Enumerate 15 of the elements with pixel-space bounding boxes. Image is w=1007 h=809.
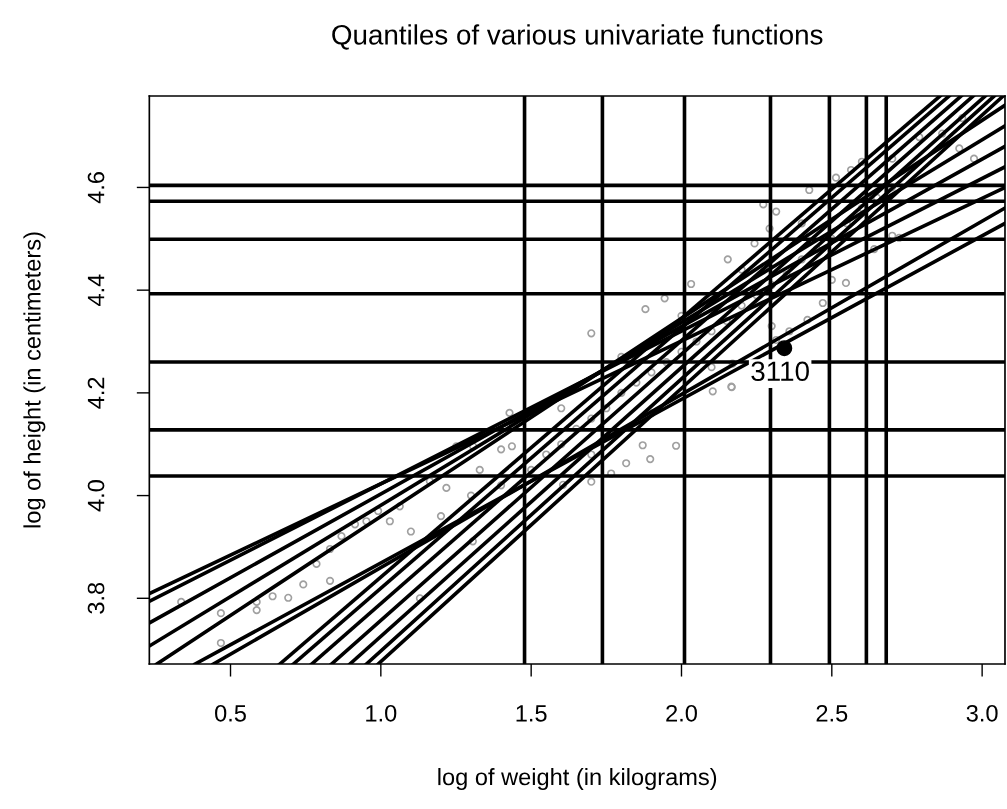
x-tick-label: 2.5 [816,704,848,722]
x-tick-label: 1.0 [366,704,397,722]
y-tick-label: 4.2 [87,377,105,409]
x-axis-title: log of weight (in kilograms) [438,767,717,790]
y-tick-label: 4.0 [87,480,105,512]
annotation: 3110 [751,361,809,382]
x-tick-label: 3.0 [966,704,998,722]
y-tick-label: 3.8 [87,582,105,614]
y-axis-title: log of height (in centimeters) [23,232,46,528]
y-tick-label: 4.6 [87,172,105,204]
chart-title: Quantiles of various univariate functions [332,24,823,50]
x-tick-label: 1.5 [516,705,547,722]
y-tick-label: 4.4 [87,274,105,307]
x-tick-label: 0.5 [215,704,246,722]
x-tick-label: 2.0 [666,704,697,722]
